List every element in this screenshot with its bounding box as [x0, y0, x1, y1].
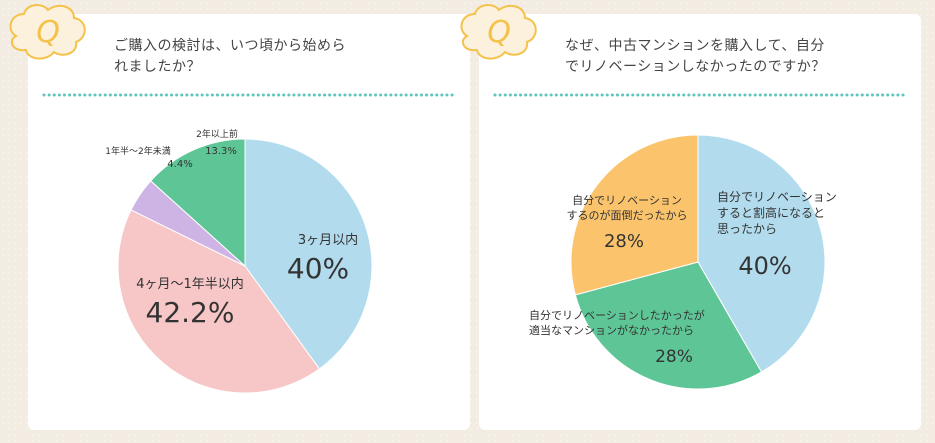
slice-value: 4.4%: [167, 159, 192, 170]
question-line-1: ご購入の検討は、いつ頃から始めら: [114, 38, 346, 54]
q-badge-icon: Q: [9, 4, 86, 60]
slice-label: 1年半〜2年未満: [105, 145, 170, 157]
slice-label-line: するのが面倒だったから: [567, 208, 688, 222]
slice-label: 3ヶ月以内: [298, 232, 358, 248]
slice-value: 42.2%: [146, 296, 235, 329]
slice-label: 4ヶ月〜1年半以内: [136, 276, 244, 292]
question-text-1: ご購入の検討は、いつ頃から始めら れましたか？: [114, 36, 444, 78]
slice-value: 40%: [287, 252, 349, 285]
slice-value: 13.3%: [205, 146, 237, 157]
pie-slice-1: [574, 261, 763, 390]
pie-slice-0: [697, 134, 826, 373]
question-line-1: なぜ、中古マンションを購入して、自分: [565, 38, 825, 54]
question-card-2: Q なぜ、中古マンションを購入して、自分 でリノベーションしなかったのですか？ …: [460, 4, 921, 430]
pie-slice-1: [117, 209, 321, 394]
slice-label-line: すると割高になると: [717, 205, 825, 220]
slice-label-line: 自分でリノベーション: [717, 190, 837, 204]
q-mark: Q: [36, 15, 60, 50]
slice-label: 2年以上前: [196, 128, 238, 140]
slice-label-line: 適当なマンションがなかったから: [529, 323, 694, 337]
question-line-2: れましたか？: [114, 59, 201, 75]
pie-slice-2: [570, 134, 699, 296]
q-mark: Q: [487, 15, 511, 50]
question-card-1: Q ご購入の検討は、いつ頃から始めら れましたか？ 3ヶ月以内 40% 4ヶ月〜…: [9, 4, 470, 430]
question-line-2: でリノベーションしなかったのですか？: [565, 59, 826, 75]
slice-value: 40%: [738, 252, 791, 280]
slice-label-line: 自分でリノベーションしたかったが: [529, 308, 705, 322]
pie-chart-1: 3ヶ月以内 40% 4ヶ月〜1年半以内 42.2% 1年半〜2年未満 4.4% …: [105, 128, 373, 394]
pie-slice-3: [150, 138, 246, 268]
pie-slice-0: [244, 138, 373, 370]
pie-chart-2: 自分でリノベーション すると割高になると 思ったから 40% 自分でリノベーショ…: [529, 134, 837, 390]
slice-value: 28%: [655, 347, 693, 367]
slice-label-line: 思ったから: [717, 222, 777, 236]
q-badge-icon: Q: [460, 4, 537, 60]
question-text-2: なぜ、中古マンションを購入して、自分 でリノベーションしなかったのですか？: [565, 36, 895, 78]
slice-value: 28%: [604, 231, 644, 252]
slice-label-line: 自分でリノベーション: [572, 194, 682, 207]
